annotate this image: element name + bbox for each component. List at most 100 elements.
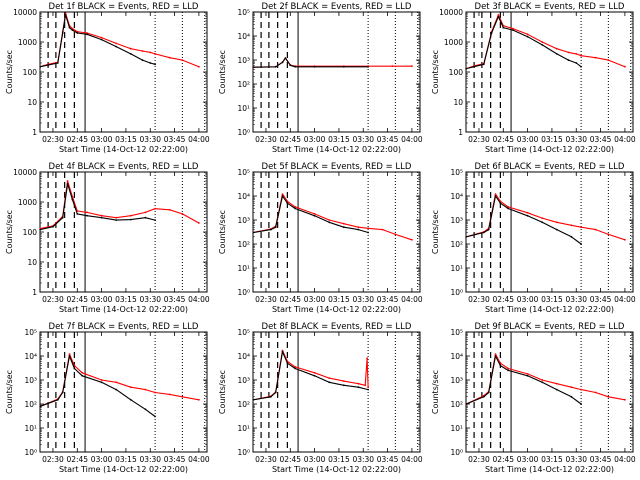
y-tick-label: 10³ bbox=[450, 216, 463, 225]
x-tick-label: 03:15 bbox=[115, 135, 137, 144]
data-point-lld bbox=[115, 216, 118, 219]
data-point-lld bbox=[526, 211, 529, 214]
data-point-events bbox=[328, 221, 331, 224]
x-tick-label: 04:00 bbox=[188, 135, 210, 144]
x-tick-label: 03:30 bbox=[139, 135, 161, 144]
data-point-lld bbox=[570, 386, 573, 389]
data-point-lld bbox=[149, 51, 152, 54]
axes-frame bbox=[252, 11, 421, 133]
x-tick-label: 03:00 bbox=[304, 295, 326, 304]
data-point-lld bbox=[66, 180, 69, 182]
data-point-events bbox=[100, 216, 103, 219]
y-tick-label: 10 bbox=[453, 98, 463, 107]
axes-frame bbox=[465, 331, 634, 453]
x-tick-label: 03:00 bbox=[91, 455, 113, 464]
panel-title: Det 8f BLACK = Events, RED = LLD bbox=[262, 322, 412, 332]
data-point-events bbox=[76, 32, 79, 34]
data-point-events bbox=[465, 235, 468, 238]
x-tick-label: 03:45 bbox=[164, 455, 186, 464]
data-point-lld bbox=[294, 206, 297, 208]
y-tick-label: 10⁰ bbox=[237, 128, 250, 137]
y-tick-label: 10000 bbox=[13, 8, 37, 17]
data-point-events bbox=[66, 183, 69, 185]
data-point-events bbox=[39, 65, 42, 68]
y-tick-label: 1000 bbox=[444, 38, 463, 47]
data-point-events bbox=[342, 384, 345, 387]
data-point-events bbox=[465, 67, 468, 70]
data-point-events bbox=[286, 202, 289, 205]
data-point-events bbox=[313, 214, 316, 217]
data-point-lld bbox=[580, 226, 582, 229]
data-point-events bbox=[494, 355, 497, 357]
data-point-lld bbox=[391, 65, 394, 68]
x-tick-label: 02:30 bbox=[468, 295, 490, 304]
data-point-events bbox=[289, 64, 292, 67]
data-point-events bbox=[367, 231, 369, 234]
data-point-events bbox=[149, 62, 152, 64]
data-point-events bbox=[580, 403, 582, 405]
data-point-events bbox=[541, 44, 544, 46]
x-tick-label: 03:45 bbox=[164, 135, 186, 144]
data-point-events bbox=[56, 62, 59, 64]
y-axis-label: Counts/sec bbox=[218, 210, 227, 254]
data-point-lld bbox=[342, 380, 345, 382]
y-axis-label: Counts/sec bbox=[218, 370, 227, 414]
data-point-lld bbox=[594, 56, 597, 59]
x-tick-label: 02:45 bbox=[492, 295, 514, 304]
x-tick-label: 03:30 bbox=[139, 455, 161, 464]
data-point-events bbox=[61, 216, 64, 219]
series-line-events bbox=[253, 351, 369, 401]
data-point-events bbox=[294, 367, 297, 370]
x-tick-label: 02:30 bbox=[468, 455, 490, 464]
y-tick-label: 10¹ bbox=[24, 424, 37, 433]
data-point-lld bbox=[115, 42, 118, 45]
y-tick-label: 100 bbox=[23, 68, 38, 77]
data-point-lld bbox=[64, 12, 67, 15]
y-tick-label: 10⁵ bbox=[24, 328, 37, 337]
data-point-events bbox=[482, 231, 485, 234]
data-point-lld bbox=[357, 226, 360, 229]
data-point-events bbox=[68, 355, 71, 357]
x-axis-label: Start Time (14-Oct-12 02:22:00) bbox=[59, 465, 188, 474]
data-point-events bbox=[367, 388, 369, 391]
x-tick-label: 03:45 bbox=[164, 295, 186, 304]
panel-title: Det 7f BLACK = Events, RED = LLD bbox=[49, 322, 199, 332]
data-point-lld bbox=[129, 47, 132, 50]
x-tick-label: 03:45 bbox=[377, 455, 399, 464]
x-tick-label: 02:30 bbox=[42, 295, 64, 304]
panel-det-3: Det 3f BLACK = Events, RED = LLD 1 10 100 10… bbox=[431, 2, 636, 154]
y-tick-label: 10⁰ bbox=[450, 288, 463, 297]
y-tick-label: 10¹ bbox=[237, 104, 250, 113]
y-tick-label: 1 bbox=[458, 128, 463, 137]
data-point-lld bbox=[607, 59, 610, 61]
data-point-events bbox=[76, 213, 79, 215]
x-axis-label: Start Time (14-Oct-12 02:22:00) bbox=[272, 465, 401, 474]
series-line-events bbox=[466, 16, 582, 70]
axes-frame bbox=[252, 331, 421, 453]
y-tick-label: 10¹ bbox=[237, 424, 250, 433]
panel-title: Det 6f BLACK = Events, RED = LLD bbox=[475, 162, 625, 172]
y-tick-label: 10⁵ bbox=[450, 168, 463, 177]
data-point-lld bbox=[541, 379, 544, 381]
data-point-events bbox=[482, 395, 485, 398]
data-point-lld bbox=[198, 398, 200, 401]
data-point-events bbox=[497, 15, 500, 18]
data-point-events bbox=[555, 228, 558, 231]
data-point-lld bbox=[367, 386, 369, 389]
data-point-events bbox=[507, 369, 510, 372]
series-line-events bbox=[466, 195, 582, 245]
data-point-lld bbox=[494, 193, 497, 196]
x-tick-label: 02:30 bbox=[468, 135, 490, 144]
x-tick-label: 02:45 bbox=[279, 135, 301, 144]
y-tick-label: 10³ bbox=[24, 376, 37, 385]
data-point-lld bbox=[575, 53, 578, 55]
x-axis-label: Start Time (14-Oct-12 02:22:00) bbox=[485, 145, 614, 154]
x-tick-label: 03:45 bbox=[377, 295, 399, 304]
data-point-lld bbox=[567, 51, 570, 54]
data-point-events bbox=[526, 374, 529, 377]
y-tick-label: 100 bbox=[449, 68, 464, 77]
panel-title: Det 5f BLACK = Events, RED = LLD bbox=[262, 162, 412, 172]
data-point-events bbox=[567, 59, 570, 61]
data-point-events bbox=[52, 225, 54, 228]
data-point-lld bbox=[154, 53, 157, 55]
